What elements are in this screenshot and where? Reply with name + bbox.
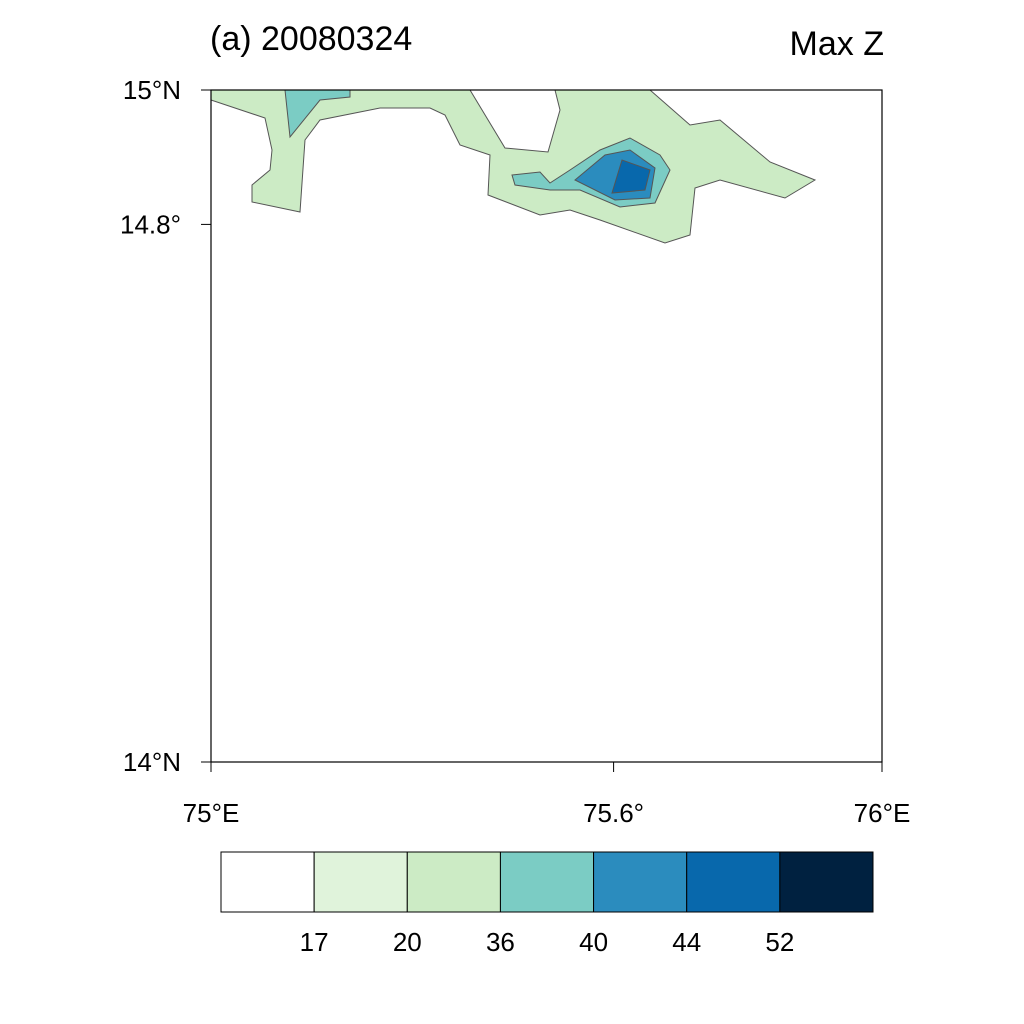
colorbar-box — [686, 851, 781, 913]
colorbar-label: 52 — [765, 927, 794, 957]
y-tick-label: 14°N — [123, 747, 181, 777]
x-tick-label: 75.6° — [583, 798, 644, 828]
colorbar-box — [593, 851, 688, 913]
plot-frame — [210, 89, 883, 763]
contour-region — [611, 159, 651, 194]
y-tick-label: 14.8° — [120, 209, 181, 239]
colorbar-box — [313, 851, 408, 913]
colorbar-box — [220, 851, 315, 913]
x-tick-label: 75°E — [183, 798, 240, 828]
colorbar-label: 40 — [579, 927, 608, 957]
x-tick-label: 76°E — [854, 798, 911, 828]
colorbar-box — [406, 851, 501, 913]
chart-subtitle: Max Z — [790, 25, 884, 63]
contour-regions — [210, 89, 817, 244]
chart-title: (a) 20080324 — [210, 20, 412, 58]
colorbar-label: 44 — [672, 927, 701, 957]
colorbar-box — [779, 851, 874, 913]
colorbar-label: 20 — [393, 927, 422, 957]
y-tick-label: 15°N — [123, 75, 181, 105]
colorbar-box — [499, 851, 595, 913]
colorbar-label: 17 — [300, 927, 329, 957]
colorbar-label: 36 — [486, 927, 515, 957]
